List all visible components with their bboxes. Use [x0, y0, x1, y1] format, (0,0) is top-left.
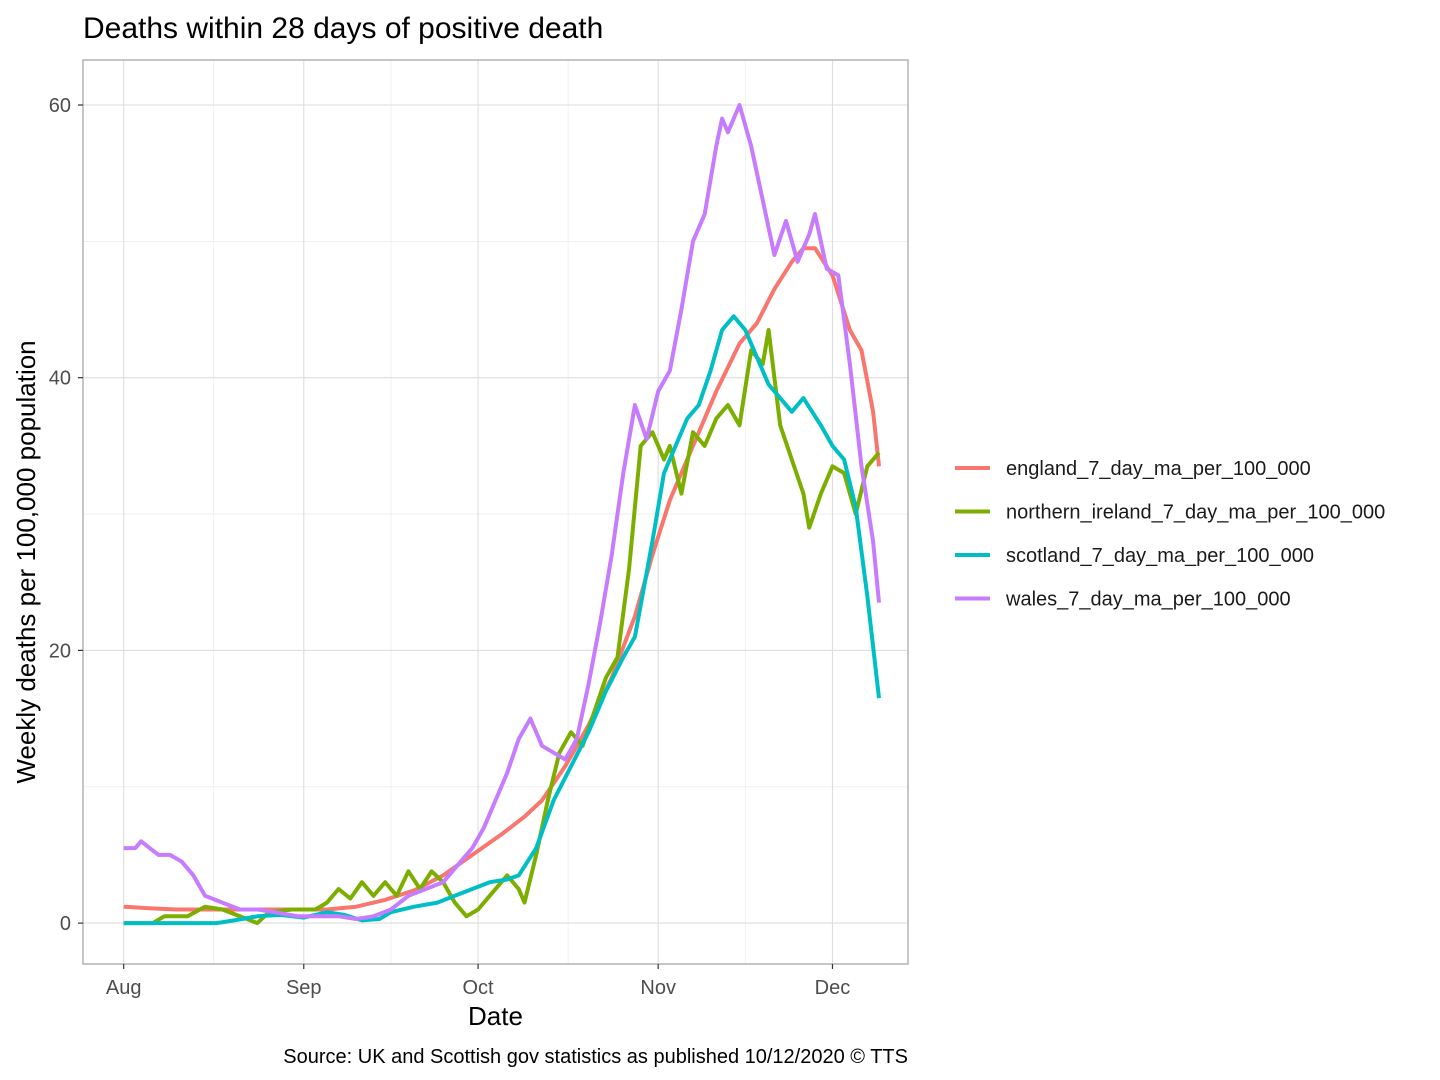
y-tick-label: 0 — [60, 913, 71, 935]
scotland-7-day-ma-per-100-000-line — [123, 314, 881, 926]
legend-label: england_7_day_ma_per_100_000 — [1006, 458, 1311, 480]
legend-item: scotland_7_day_ma_per_100_000 — [955, 545, 1314, 567]
legend-item: northern_ireland_7_day_ma_per_100_000 — [955, 502, 1385, 524]
x-axis-title: Date — [468, 1001, 523, 1031]
y-tick-label: 20 — [49, 640, 71, 662]
legend: england_7_day_ma_per_100_000 northern_ire… — [955, 458, 1385, 611]
legend-label: scotland_7_day_ma_per_100_000 — [1006, 545, 1314, 567]
legend-item: wales_7_day_ma_per_100_000 — [955, 589, 1291, 611]
x-axis-ticks: Aug Sep Oct Nov Dec — [106, 964, 850, 999]
legend-item: england_7_day_ma_per_100_000 — [955, 458, 1311, 480]
series-lines — [123, 103, 881, 926]
minor-gridlines — [83, 60, 908, 964]
y-axis-ticks: 0 20 40 60 — [49, 95, 83, 935]
y-axis-title: Weekly deaths per 100,000 population — [11, 340, 41, 783]
plot-panel-border — [82, 59, 909, 965]
y-tick-label: 60 — [49, 95, 71, 117]
legend-label: wales_7_day_ma_per_100_000 — [1005, 589, 1291, 611]
x-tick-label: Oct — [463, 977, 495, 999]
x-tick-label: Nov — [640, 977, 676, 999]
northern-ireland-7-day-ma-per-100-000-line — [123, 328, 881, 926]
major-gridlines — [83, 60, 908, 964]
x-tick-label: Dec — [815, 977, 851, 999]
source-caption: Source: UK and Scottish gov statistics a… — [283, 1046, 908, 1068]
wales-7-day-ma-per-100-000-line — [123, 103, 881, 921]
chart-title: Deaths within 28 days of positive death — [83, 12, 603, 45]
legend-label: northern_ireland_7_day_ma_per_100_000 — [1006, 502, 1385, 524]
y-tick-label: 40 — [49, 368, 71, 390]
x-tick-label: Aug — [106, 977, 142, 999]
x-tick-label: Sep — [286, 977, 322, 999]
